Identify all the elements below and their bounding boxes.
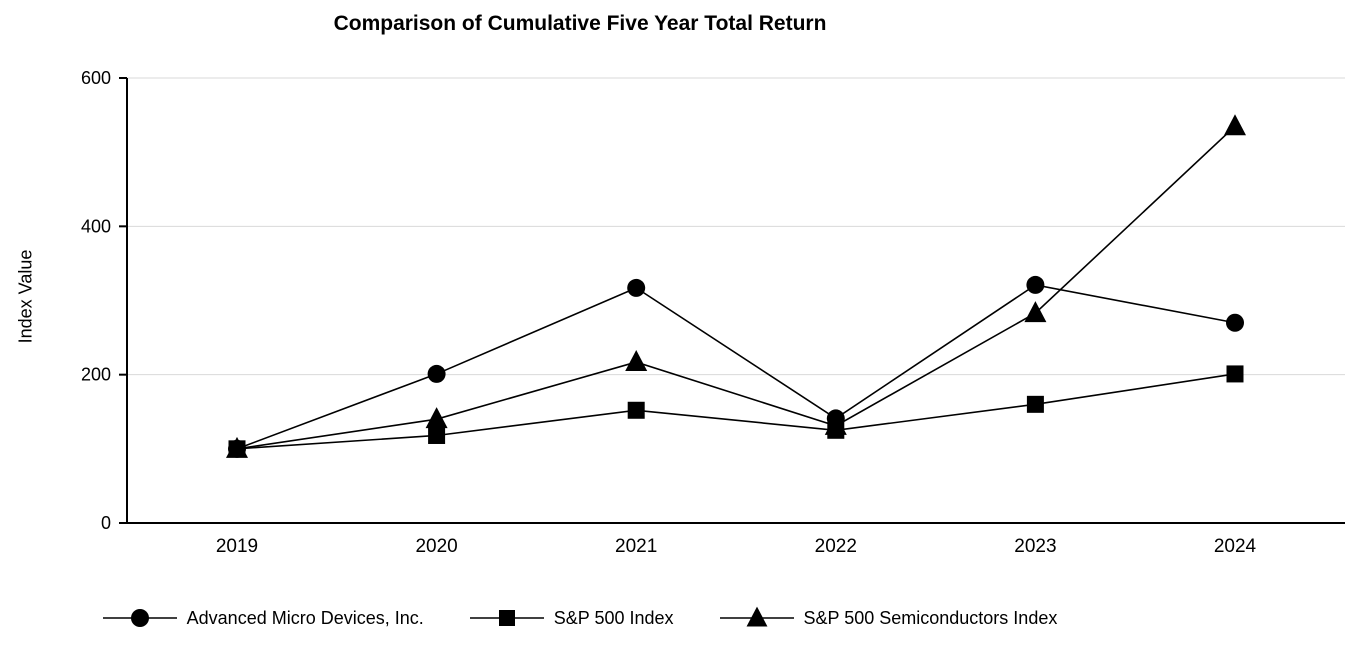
svg-text:400: 400: [81, 216, 111, 236]
legend-label: S&P 500 Index: [553, 607, 674, 628]
triangle-marker-icon: [719, 606, 794, 627]
svg-text:2023: 2023: [1014, 536, 1056, 557]
axes: [119, 77, 1345, 524]
series-advanced-micro-devices-inc: [228, 275, 1244, 458]
circle-marker-icon: [102, 609, 177, 627]
legend-item-sp500: S&P 500 Index: [469, 606, 674, 630]
legend-item-amd: Advanced Micro Devices, Inc.: [102, 606, 424, 630]
svg-text:600: 600: [81, 68, 111, 88]
svg-text:2020: 2020: [415, 536, 457, 557]
legend-label: Advanced Micro Devices, Inc.: [186, 607, 424, 628]
series-s-p-500-semiconductors-index: [226, 114, 1246, 458]
gridlines: [127, 77, 1345, 376]
series-s-p-500-index: [228, 365, 1244, 458]
svg-text:2024: 2024: [1214, 536, 1257, 557]
svg-text:200: 200: [81, 365, 111, 385]
svg-text:2022: 2022: [815, 536, 857, 557]
svg-text:0: 0: [101, 513, 111, 533]
chart-legend: Advanced Micro Devices, Inc. S&P 500 Ind…: [0, 596, 1160, 640]
chart-title: Comparison of Cumulative Five Year Total…: [333, 12, 827, 35]
legend-item-sp500-semis: S&P 500 Semiconductors Index: [719, 606, 1058, 630]
legend-label: S&P 500 Semiconductors Index: [803, 607, 1058, 628]
svg-text:2019: 2019: [216, 536, 258, 557]
square-marker-icon: [469, 610, 544, 626]
svg-text:2021: 2021: [615, 536, 657, 557]
x-tick-labels: 2019 2020 2021 2022 2023 2024: [216, 536, 1257, 557]
y-tick-labels: 0 200 400 600: [81, 68, 111, 533]
